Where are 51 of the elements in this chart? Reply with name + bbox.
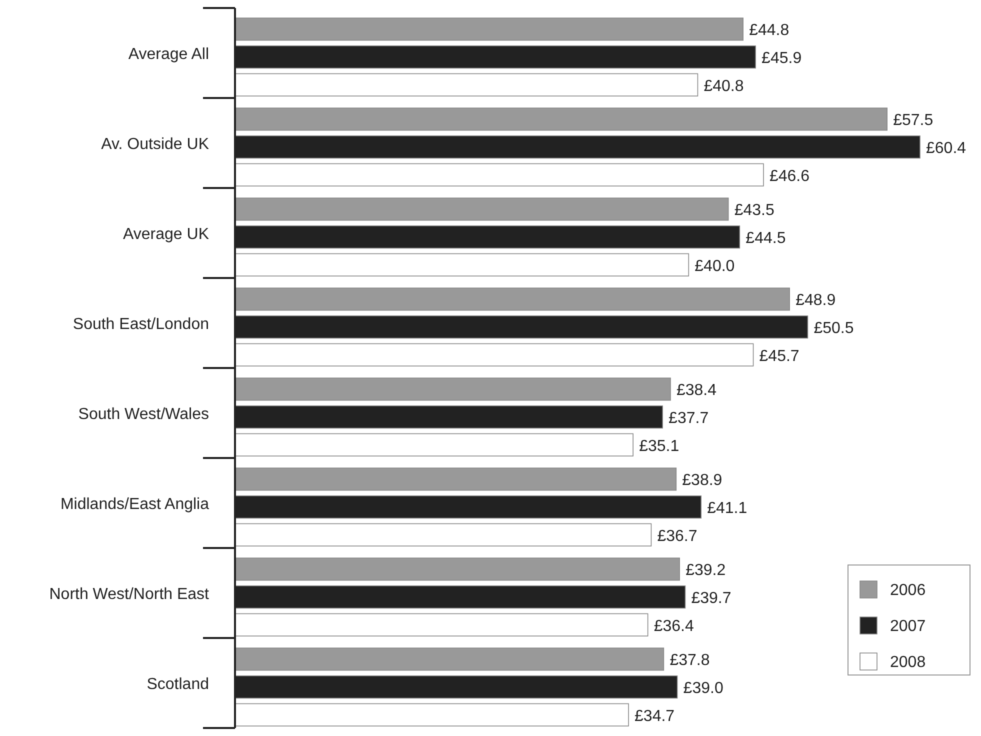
data-label: £50.5	[814, 320, 854, 337]
bar	[234, 198, 729, 221]
data-label: £60.4	[926, 140, 966, 157]
y-tick-label: South West/Wales	[78, 406, 209, 423]
legend-label: 2007	[890, 618, 926, 635]
data-label: £45.7	[759, 348, 800, 365]
data-label: £44.8	[749, 22, 790, 40]
data-label: £37.7	[668, 410, 709, 427]
data-label: £57.5	[893, 112, 934, 130]
y-tick-label: South East/London	[72, 316, 209, 333]
bar	[234, 613, 648, 636]
y-tick-label: North West/North East	[49, 586, 210, 603]
y-tick-label: Average UK	[123, 226, 210, 243]
y-tick-label: Midlands/East Anglia	[60, 496, 210, 513]
data-label: £36.4	[654, 618, 694, 635]
data-label: £40.0	[694, 258, 735, 275]
bar	[234, 18, 744, 41]
legend-label: 2006	[890, 582, 926, 599]
bar	[234, 343, 754, 366]
data-label: £43.5	[734, 202, 774, 220]
bar	[234, 703, 629, 726]
data-label: £48.9	[796, 292, 836, 310]
bar	[234, 378, 671, 401]
bar	[234, 523, 652, 546]
legend-label: 2008	[890, 654, 926, 671]
data-label: £39.2	[686, 562, 726, 580]
data-label: £44.5	[746, 230, 786, 247]
data-label: £37.8	[670, 652, 710, 670]
bar	[234, 163, 764, 186]
bar	[234, 433, 634, 456]
data-label: £45.9	[762, 50, 802, 67]
data-label: £39.0	[683, 680, 724, 697]
bar	[234, 253, 690, 276]
data-label: £40.8	[704, 78, 744, 95]
y-tick-label: Av. Outside UK	[101, 136, 210, 153]
data-label: £35.1	[639, 438, 680, 455]
y-tick-label: Scotland	[146, 676, 209, 693]
data-label: £46.6	[769, 168, 810, 185]
data-label: £38.4	[676, 382, 717, 400]
bar	[234, 288, 790, 311]
bar	[234, 648, 664, 671]
data-label: £39.7	[691, 590, 732, 607]
bar	[234, 108, 888, 131]
data-label: £34.7	[634, 708, 675, 725]
data-label: £38.9	[682, 472, 722, 490]
bar	[234, 73, 698, 96]
data-label: £36.7	[657, 528, 698, 545]
data-label: £41.1	[707, 500, 748, 517]
y-tick-label: Average All	[128, 46, 209, 63]
bar	[234, 468, 677, 491]
bar	[234, 558, 680, 581]
